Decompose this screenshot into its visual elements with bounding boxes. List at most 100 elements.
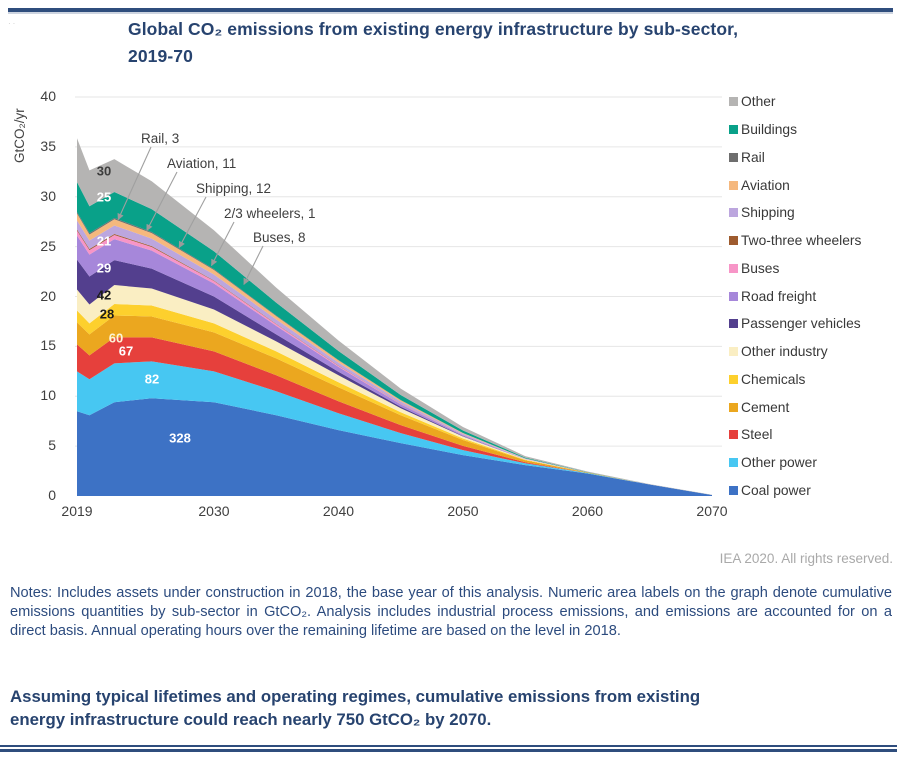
chart-title-line1: Global CO₂ emissions from existing energ… xyxy=(128,19,739,39)
legend-item-road-freight: Road freight xyxy=(729,282,861,310)
legend-item-buildings: Buildings xyxy=(729,116,861,144)
y-tick-label: 10 xyxy=(40,387,56,404)
legend-item-steel: Steel xyxy=(729,421,861,449)
legend-item-buses: Buses xyxy=(729,255,861,283)
x-tick-label: 2060 xyxy=(571,503,604,519)
legend-swatch-icon xyxy=(729,402,738,412)
callout-label: 2/3 wheelers, 1 xyxy=(224,206,316,221)
legend-item-chemicals: Chemicals xyxy=(729,366,861,394)
callout-label: Shipping, 12 xyxy=(196,181,272,196)
legend-item-coal-power: Coal power xyxy=(729,477,861,505)
legend-swatch-icon xyxy=(729,430,738,440)
legend-label: Coal power xyxy=(741,482,811,498)
legend-item-aviation: Aviation xyxy=(729,171,861,199)
callout-label: Aviation, 11 xyxy=(167,156,237,171)
legend-item-other-power: Other power xyxy=(729,449,861,477)
area-coal-power xyxy=(77,398,712,496)
legend-label: Cement xyxy=(741,399,790,415)
legend-label: Other xyxy=(741,94,776,110)
corner-artifact: ·· xyxy=(8,19,18,28)
legend-swatch-icon xyxy=(729,263,738,273)
source-attribution: IEA 2020. All rights reserved. xyxy=(719,551,893,566)
area-steel xyxy=(77,337,712,496)
key-message: Assuming typical lifetimes and operating… xyxy=(10,685,700,731)
area-cement xyxy=(77,315,712,496)
legend-swatch-icon xyxy=(729,485,738,495)
legend-label: Chemicals xyxy=(741,371,806,387)
area-road-freight xyxy=(77,235,712,496)
callout-label: Rail, 3 xyxy=(141,131,180,146)
x-tick-label: 2030 xyxy=(198,503,230,519)
bottom-border-line xyxy=(0,745,897,752)
legend-swatch-icon xyxy=(729,208,738,218)
area-two-three-wheelers xyxy=(77,229,712,496)
x-tick-label: 2019 xyxy=(61,503,93,519)
callout-leader-line xyxy=(243,245,264,286)
y-tick-label: 15 xyxy=(40,337,56,354)
area-value-label: 29 xyxy=(96,260,112,276)
y-tick-label: 40 xyxy=(40,88,56,104)
legend-item-other: Other xyxy=(729,88,861,116)
area-value-label: 82 xyxy=(144,371,160,387)
area-value-label: 30 xyxy=(96,163,112,179)
area-buildings xyxy=(77,182,712,496)
chart-title: Global CO₂ emissions from existing energ… xyxy=(128,16,738,70)
area-passenger-vehicles xyxy=(77,259,712,496)
area-other-power xyxy=(77,361,712,496)
legend-label: Road freight xyxy=(741,288,817,304)
legend-item-rail: Rail xyxy=(729,144,861,172)
legend-label: Other industry xyxy=(741,344,828,360)
legend-swatch-icon xyxy=(729,180,738,190)
legend-swatch-icon xyxy=(729,319,738,329)
legend-swatch-icon xyxy=(729,458,738,468)
chart-title-line2: 2019-70 xyxy=(128,46,193,66)
legend-swatch-icon xyxy=(729,97,738,107)
notes-paragraph: Notes: Includes assets under constructio… xyxy=(10,585,892,639)
y-tick-label: 25 xyxy=(40,237,56,254)
legend-swatch-icon xyxy=(729,152,738,162)
legend-label: Aviation xyxy=(741,177,790,193)
legend-item-shipping: Shipping xyxy=(729,199,861,227)
y-tick-label: 5 xyxy=(48,437,56,454)
legend-label: Passenger vehicles xyxy=(741,316,861,332)
legend-item-two-three-wheelers: Two-three wheelers xyxy=(729,227,861,255)
area-value-label: 21 xyxy=(96,233,112,249)
top-border-line xyxy=(8,8,893,14)
legend-swatch-icon xyxy=(729,291,738,301)
y-tick-label: 35 xyxy=(40,137,56,154)
x-tick-label: 2070 xyxy=(696,503,728,519)
area-value-label: 25 xyxy=(96,189,112,205)
callout-leader-line xyxy=(178,196,207,249)
key-message-line1: Assuming typical lifetimes and operating… xyxy=(10,687,701,706)
callout-label: Buses, 8 xyxy=(253,230,306,245)
legend-swatch-icon xyxy=(729,236,738,246)
legend-label: Other power xyxy=(741,455,817,471)
legend-swatch-icon xyxy=(729,374,738,384)
callout-leader-line xyxy=(117,146,152,221)
legend-label: Buses xyxy=(741,260,780,276)
area-value-label: 67 xyxy=(118,343,134,359)
x-tick-label: 2040 xyxy=(322,503,355,519)
y-tick-label: 20 xyxy=(40,287,56,304)
callout-leader-line xyxy=(210,221,235,267)
key-message-line2: energy infrastructure could reach nearly… xyxy=(10,710,492,729)
legend-label: Two-three wheelers xyxy=(741,233,862,249)
callout-leader-line xyxy=(146,171,178,232)
y-tick-label: 30 xyxy=(40,187,56,204)
legend-item-passenger-vehicles: Passenger vehicles xyxy=(729,310,861,338)
area-buses xyxy=(77,230,712,496)
legend-label: Steel xyxy=(741,427,773,443)
legend-swatch-icon xyxy=(729,125,738,135)
y-tick-label: 0 xyxy=(48,487,56,503)
x-tick-label: 2050 xyxy=(447,503,479,519)
area-value-label: 60 xyxy=(108,330,124,346)
legend-swatch-icon xyxy=(729,347,738,357)
legend-label: Rail xyxy=(741,149,765,165)
area-value-label: 42 xyxy=(96,287,112,303)
area-value-label: 328 xyxy=(169,430,191,446)
legend-item-cement: Cement xyxy=(729,393,861,421)
legend-label: Shipping xyxy=(741,205,795,221)
legend-label: Buildings xyxy=(741,122,797,138)
